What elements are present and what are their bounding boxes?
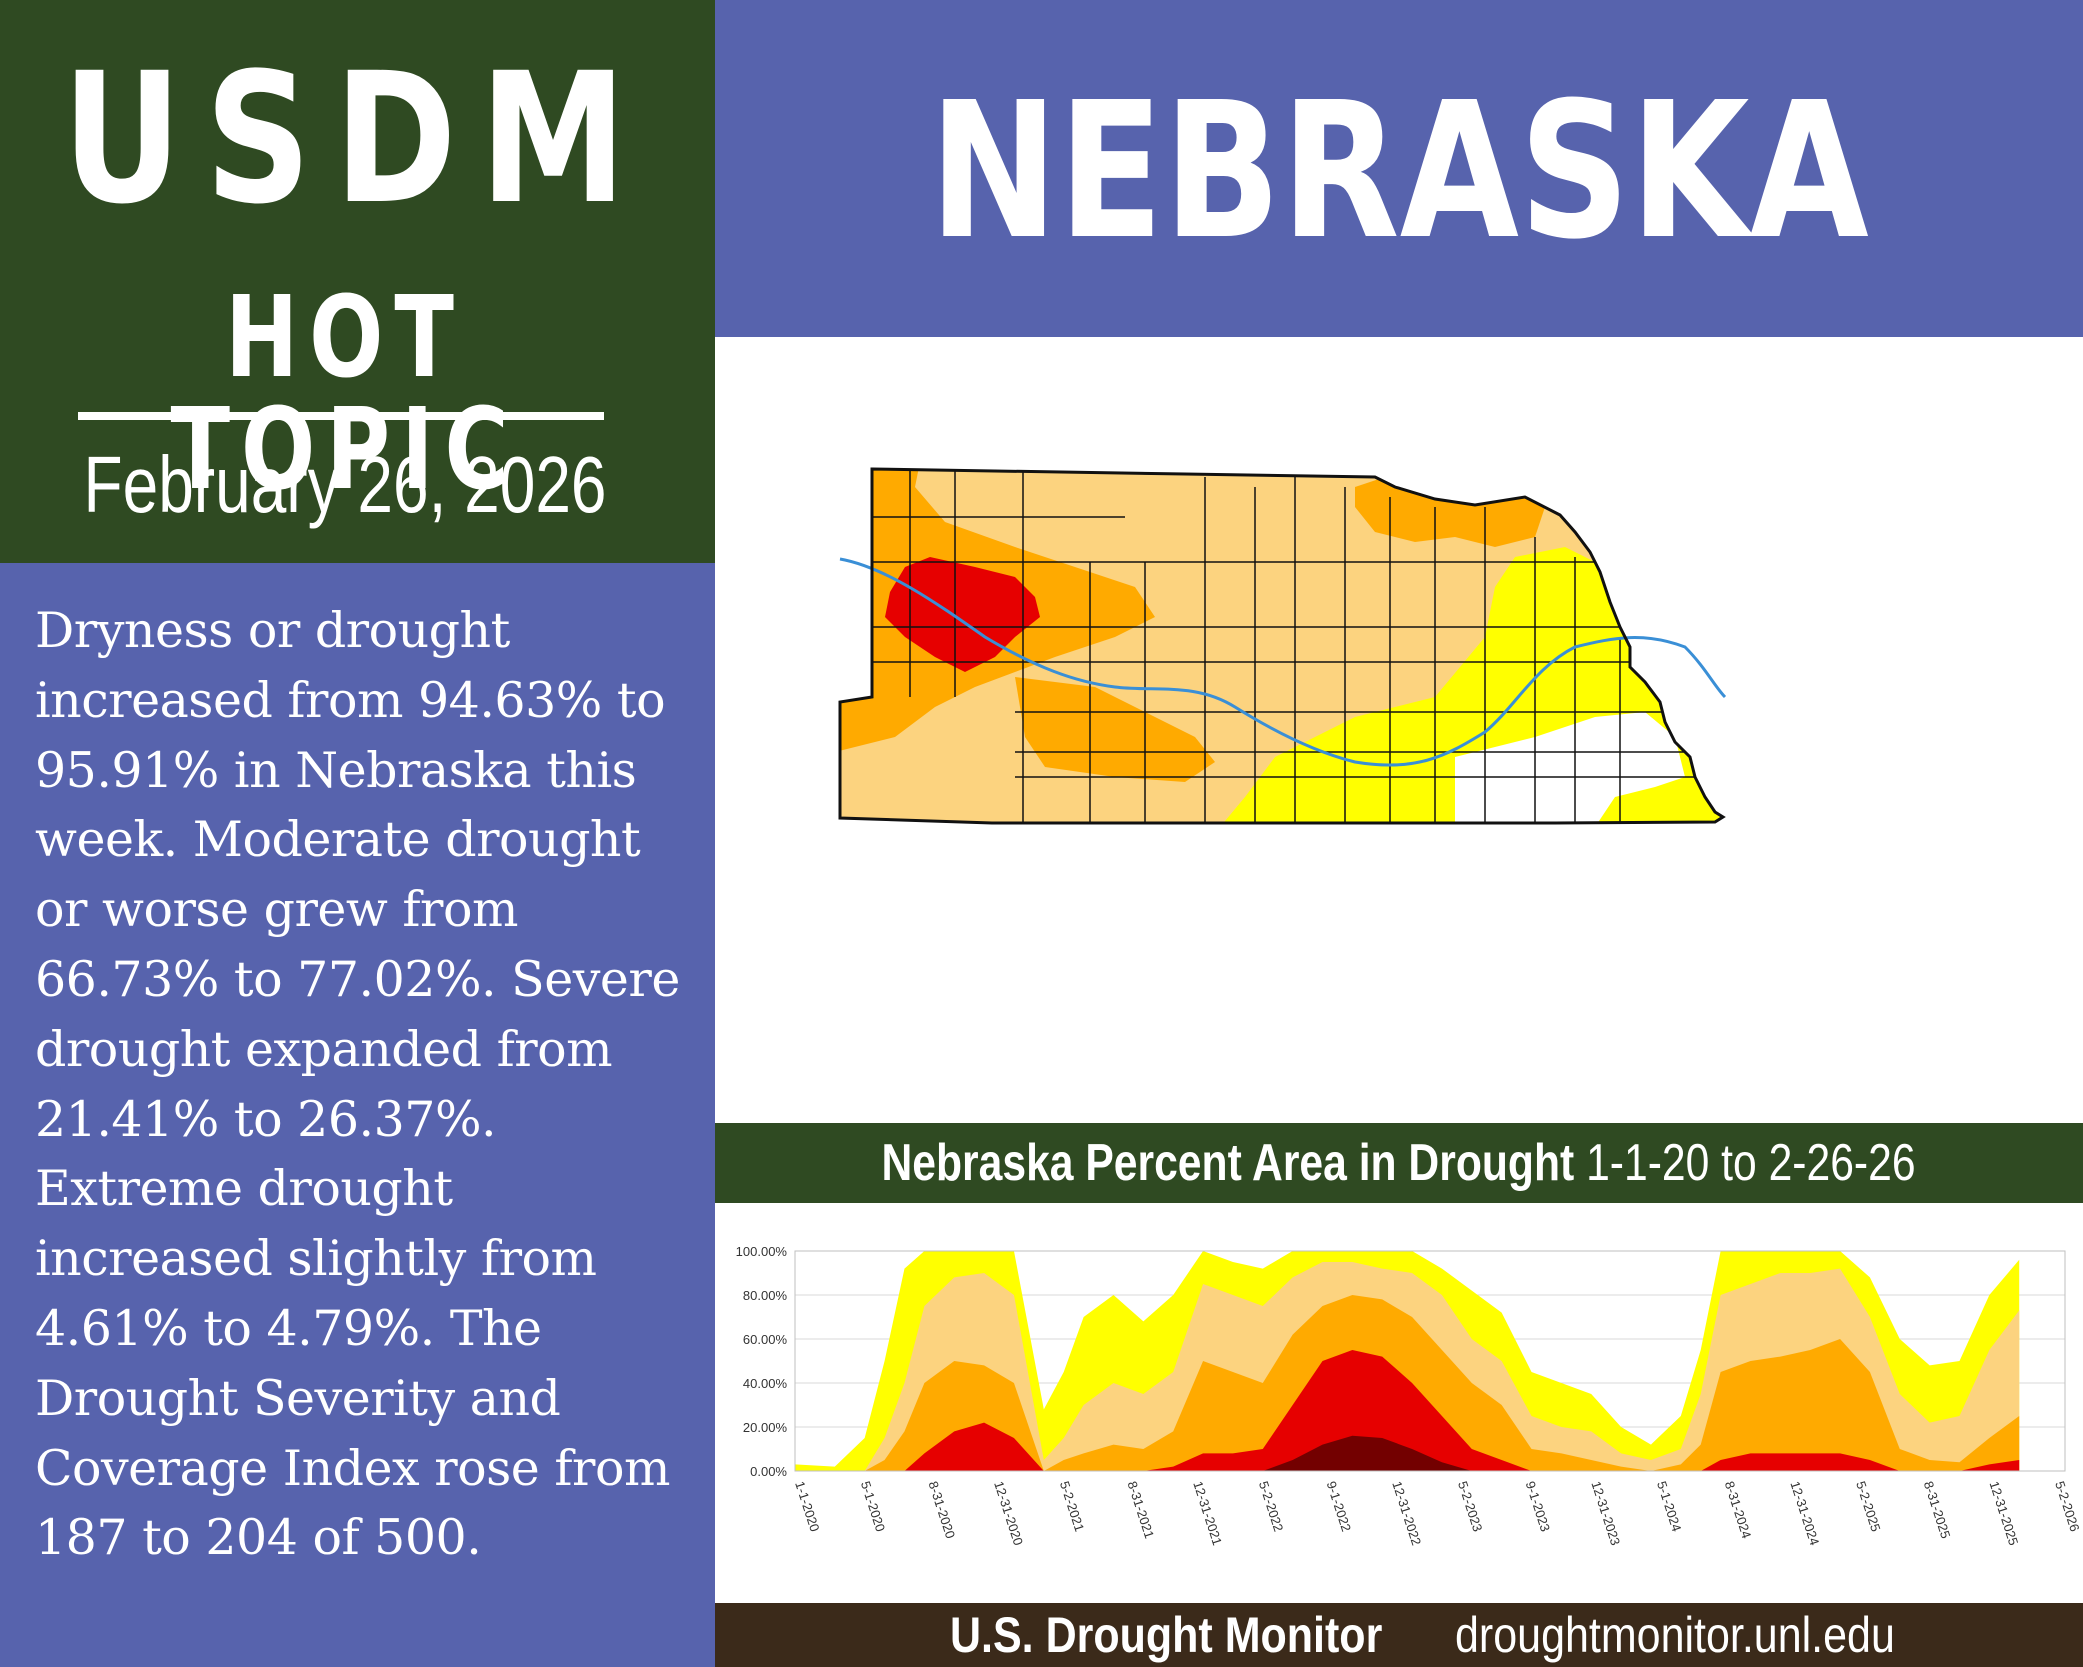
y-tick-label: 20.00% (743, 1420, 788, 1435)
platte-river (839, 557, 1727, 767)
x-tick-label: 8-31-2021 (1125, 1479, 1158, 1540)
x-tick-label: 12-31-2022 (1389, 1479, 1424, 1547)
state-title-bar (715, 0, 2083, 337)
footer-brand: U.S. Drought Monitor (950, 1607, 1383, 1663)
y-tick-label: 100.00% (736, 1244, 788, 1259)
x-tick-label: 5-1-2020 (858, 1479, 888, 1533)
map-panel (715, 337, 2083, 1123)
x-tick-label: 12-31-2021 (1190, 1479, 1225, 1547)
y-tick-label: 40.00% (743, 1376, 788, 1391)
summary-text: Dryness or drought increased from 94.63%… (35, 602, 680, 1567)
footer-url[interactable]: droughtmonitor.unl.edu (1455, 1607, 1895, 1663)
map-d2-area-southwest (1015, 677, 1215, 782)
map-d3-area (885, 557, 1040, 672)
y-tick-label: 0.00% (750, 1464, 787, 1479)
x-tick-label: 5-2-2026 (2052, 1479, 2082, 1533)
x-tick-label: 12-31-2023 (1588, 1479, 1623, 1547)
x-tick-label: 9-1-2022 (1324, 1479, 1354, 1533)
series-area-5 (795, 1435, 2020, 1471)
x-tick-label: 5-2-2023 (1455, 1479, 1485, 1533)
summary-panel (0, 563, 715, 1667)
brand-panel (0, 0, 715, 563)
county-boundaries (840, 469, 1715, 823)
y-tick-label: 80.00% (743, 1288, 788, 1303)
brand-title: USDM (62, 35, 650, 244)
nebraska-drought-map (838, 467, 1727, 825)
chart-title-bar: Nebraska Percent Area in Drought 1-1-20 … (715, 1123, 2083, 1203)
footer: U.S. Drought Monitor droughtmonitor.unl.… (715, 1603, 2083, 1667)
y-tick-label: 60.00% (743, 1332, 788, 1347)
x-tick-label: 5-2-2021 (1057, 1479, 1087, 1533)
x-tick-label: 12-31-2025 (1987, 1479, 2022, 1547)
issue-date: February 26, 2026 (83, 440, 607, 529)
x-tick-label: 1-1-2020 (792, 1479, 822, 1533)
x-tick-label: 8-31-2020 (926, 1479, 959, 1540)
x-tick-label: 8-31-2025 (1921, 1479, 1954, 1540)
x-tick-label: 12-31-2020 (991, 1479, 1026, 1547)
state-title: NEBRASKA (929, 62, 1869, 281)
series-area-4 (795, 1350, 2020, 1471)
chart-panel: 0.00% 20.00% 40.00% 60.00% 80.00% 100.00% 1-1-… (715, 1203, 2083, 1603)
state-outline (838, 467, 1726, 825)
chart-title: Nebraska Percent Area in Drought (881, 1134, 1575, 1192)
chart-date-range: 1-1-20 to 2-26-26 (1586, 1134, 1917, 1192)
drought-area-chart: 0.00% 20.00% 40.00% 60.00% 80.00% 100.00% 1-1-… (736, 1244, 2083, 1547)
x-tick-label: 9-1-2023 (1523, 1479, 1553, 1533)
x-tick-label: 5-1-2024 (1654, 1479, 1684, 1533)
chart-plot-frame (794, 1250, 2066, 1472)
x-tick-label: 12-31-2024 (1787, 1479, 1822, 1547)
brand-divider (78, 412, 604, 420)
x-tick-label: 5-2-2025 (1853, 1479, 1883, 1533)
x-tick-label: 8-31-2024 (1722, 1479, 1755, 1540)
x-tick-label: 5-2-2022 (1256, 1479, 1286, 1533)
map-no-drought-area (1455, 712, 1685, 823)
